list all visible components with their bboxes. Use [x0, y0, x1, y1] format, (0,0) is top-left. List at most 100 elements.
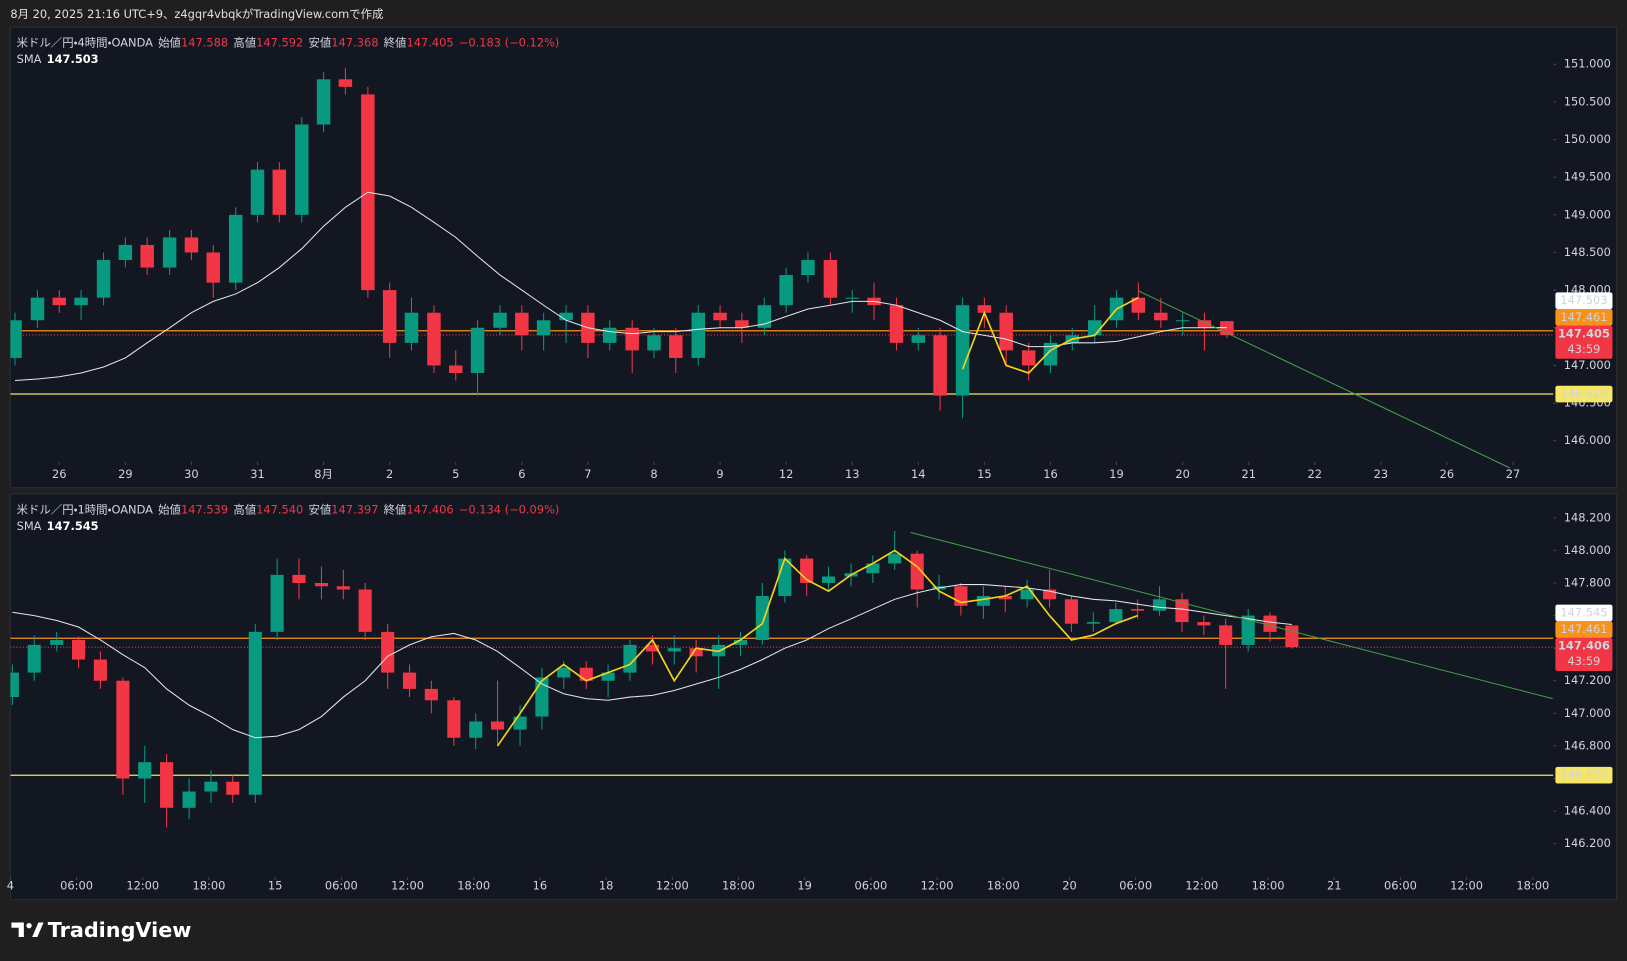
candle-body: [689, 648, 703, 657]
candle-body: [823, 260, 838, 298]
candle-body: [292, 574, 306, 583]
price-label-box: [1555, 385, 1613, 403]
legend-value: 147.406: [406, 502, 453, 516]
candle-body: [536, 320, 551, 336]
price-label-box: [1555, 309, 1613, 326]
candle-body: [1175, 599, 1189, 623]
y-tick-label: 150.000: [1564, 132, 1611, 146]
candle-body: [491, 721, 505, 730]
y-tick-label: 148.000: [1564, 543, 1611, 557]
price-label: 147.406: [1558, 639, 1610, 653]
candle-body: [228, 214, 243, 283]
candle-body: [248, 631, 262, 795]
candle-body: [1064, 599, 1078, 624]
x-tick-label: 31: [250, 467, 265, 481]
candle-body: [30, 297, 45, 321]
x-tick-label: 14: [911, 467, 926, 481]
candle-body: [382, 290, 397, 343]
candle-body: [821, 576, 836, 583]
price-label-box: [1555, 637, 1613, 672]
legend-label: 始値: [158, 35, 181, 49]
y-tick-label: 147.000: [1564, 358, 1611, 372]
trend-line: [910, 531, 1553, 700]
candle-body: [845, 297, 859, 299]
candle-body: [250, 169, 265, 215]
candle-body: [470, 327, 485, 373]
plot-area: [10, 68, 1554, 419]
x-tick-label: 8月: [314, 467, 333, 481]
candle-body: [513, 716, 527, 730]
candle-body: [184, 237, 199, 253]
legend-label: 安値: [308, 502, 331, 516]
candle-body: [1154, 312, 1168, 321]
x-tick-label: 12:00: [921, 879, 954, 893]
candle-body: [757, 305, 772, 328]
candle-body: [1197, 622, 1211, 626]
legend-value: 147.592: [256, 35, 303, 49]
candle-body: [1263, 615, 1277, 632]
moving-average: [15, 191, 1227, 381]
price-label-box: [1555, 766, 1613, 784]
candle-body: [911, 335, 926, 343]
y-tick-label: 146.000: [1564, 433, 1611, 447]
legend-value: 147.405: [406, 35, 453, 49]
x-tick-label: 18:00: [193, 879, 226, 893]
x-tick-label: 18:00: [1516, 879, 1549, 893]
candle-body: [691, 312, 706, 358]
candle-body: [96, 260, 111, 298]
x-tick-label: 18: [599, 879, 614, 893]
candle-body: [226, 781, 240, 795]
candle-body: [669, 335, 683, 358]
sma-legend: SMA 147.545: [17, 519, 99, 533]
x-tick-label: 21: [1241, 467, 1256, 481]
y-tick-label: 146.200: [1564, 836, 1611, 850]
candle-body: [515, 312, 529, 336]
candle-body: [336, 586, 350, 590]
candle-body: [358, 589, 372, 632]
candle-body: [449, 365, 463, 373]
legend: 米ドル／円・1時間・OANDA 始値147.539 高値147.540 安値147.3…: [17, 502, 560, 516]
candle-body: [404, 312, 419, 343]
candle-body: [645, 644, 659, 652]
candle-body: [910, 553, 924, 590]
candle-body: [72, 640, 86, 660]
candle-body: [118, 244, 133, 261]
x-tick-label: 19: [797, 879, 812, 893]
legend-value: 147.540: [256, 502, 303, 516]
x-tick-label: 06:00: [325, 879, 358, 893]
logo-text: TradingView: [48, 918, 192, 942]
x-tick-label: 21: [1327, 879, 1342, 893]
candle-body: [625, 327, 639, 351]
price-label: 147.545: [1560, 605, 1607, 619]
candle-body: [866, 563, 880, 574]
x-tick-label: 27: [1506, 467, 1521, 481]
legend-change: −0.134 (−0.09%): [459, 502, 560, 516]
candle-body: [733, 640, 748, 645]
x-tick-label: 18:00: [1252, 879, 1285, 893]
y-tick-label: 150.500: [1564, 94, 1611, 108]
candle-body: [1175, 320, 1190, 322]
candle-body: [557, 667, 571, 678]
price-label: 146.620: [1560, 387, 1607, 401]
x-tick-label: 20: [1062, 879, 1077, 893]
chart-pane: 146.000146.500147.000147.500148.000148.5…: [9, 26, 1618, 489]
x-tick-label: 06:00: [1119, 879, 1152, 893]
trend-line: [1138, 290, 1510, 469]
legend: 米ドル／円・4時間・OANDA 始値147.588 高値147.592 安値147.3…: [17, 35, 560, 49]
x-tick-label: 23: [1374, 467, 1389, 481]
x-tick-label: 7: [584, 467, 591, 481]
candle-body: [93, 659, 107, 681]
candle-body: [493, 312, 507, 328]
x-tick-label: 18:00: [722, 879, 755, 893]
candle-body: [559, 312, 573, 321]
candle-body: [1109, 609, 1123, 623]
legend-label: 終値: [384, 35, 407, 49]
candle-body: [138, 762, 152, 779]
y-tick-label: 149.000: [1564, 207, 1611, 221]
candle-body: [1043, 589, 1057, 600]
x-tick-label: 06:00: [1384, 879, 1417, 893]
candle-body: [713, 312, 727, 321]
candle-body: [601, 672, 615, 681]
